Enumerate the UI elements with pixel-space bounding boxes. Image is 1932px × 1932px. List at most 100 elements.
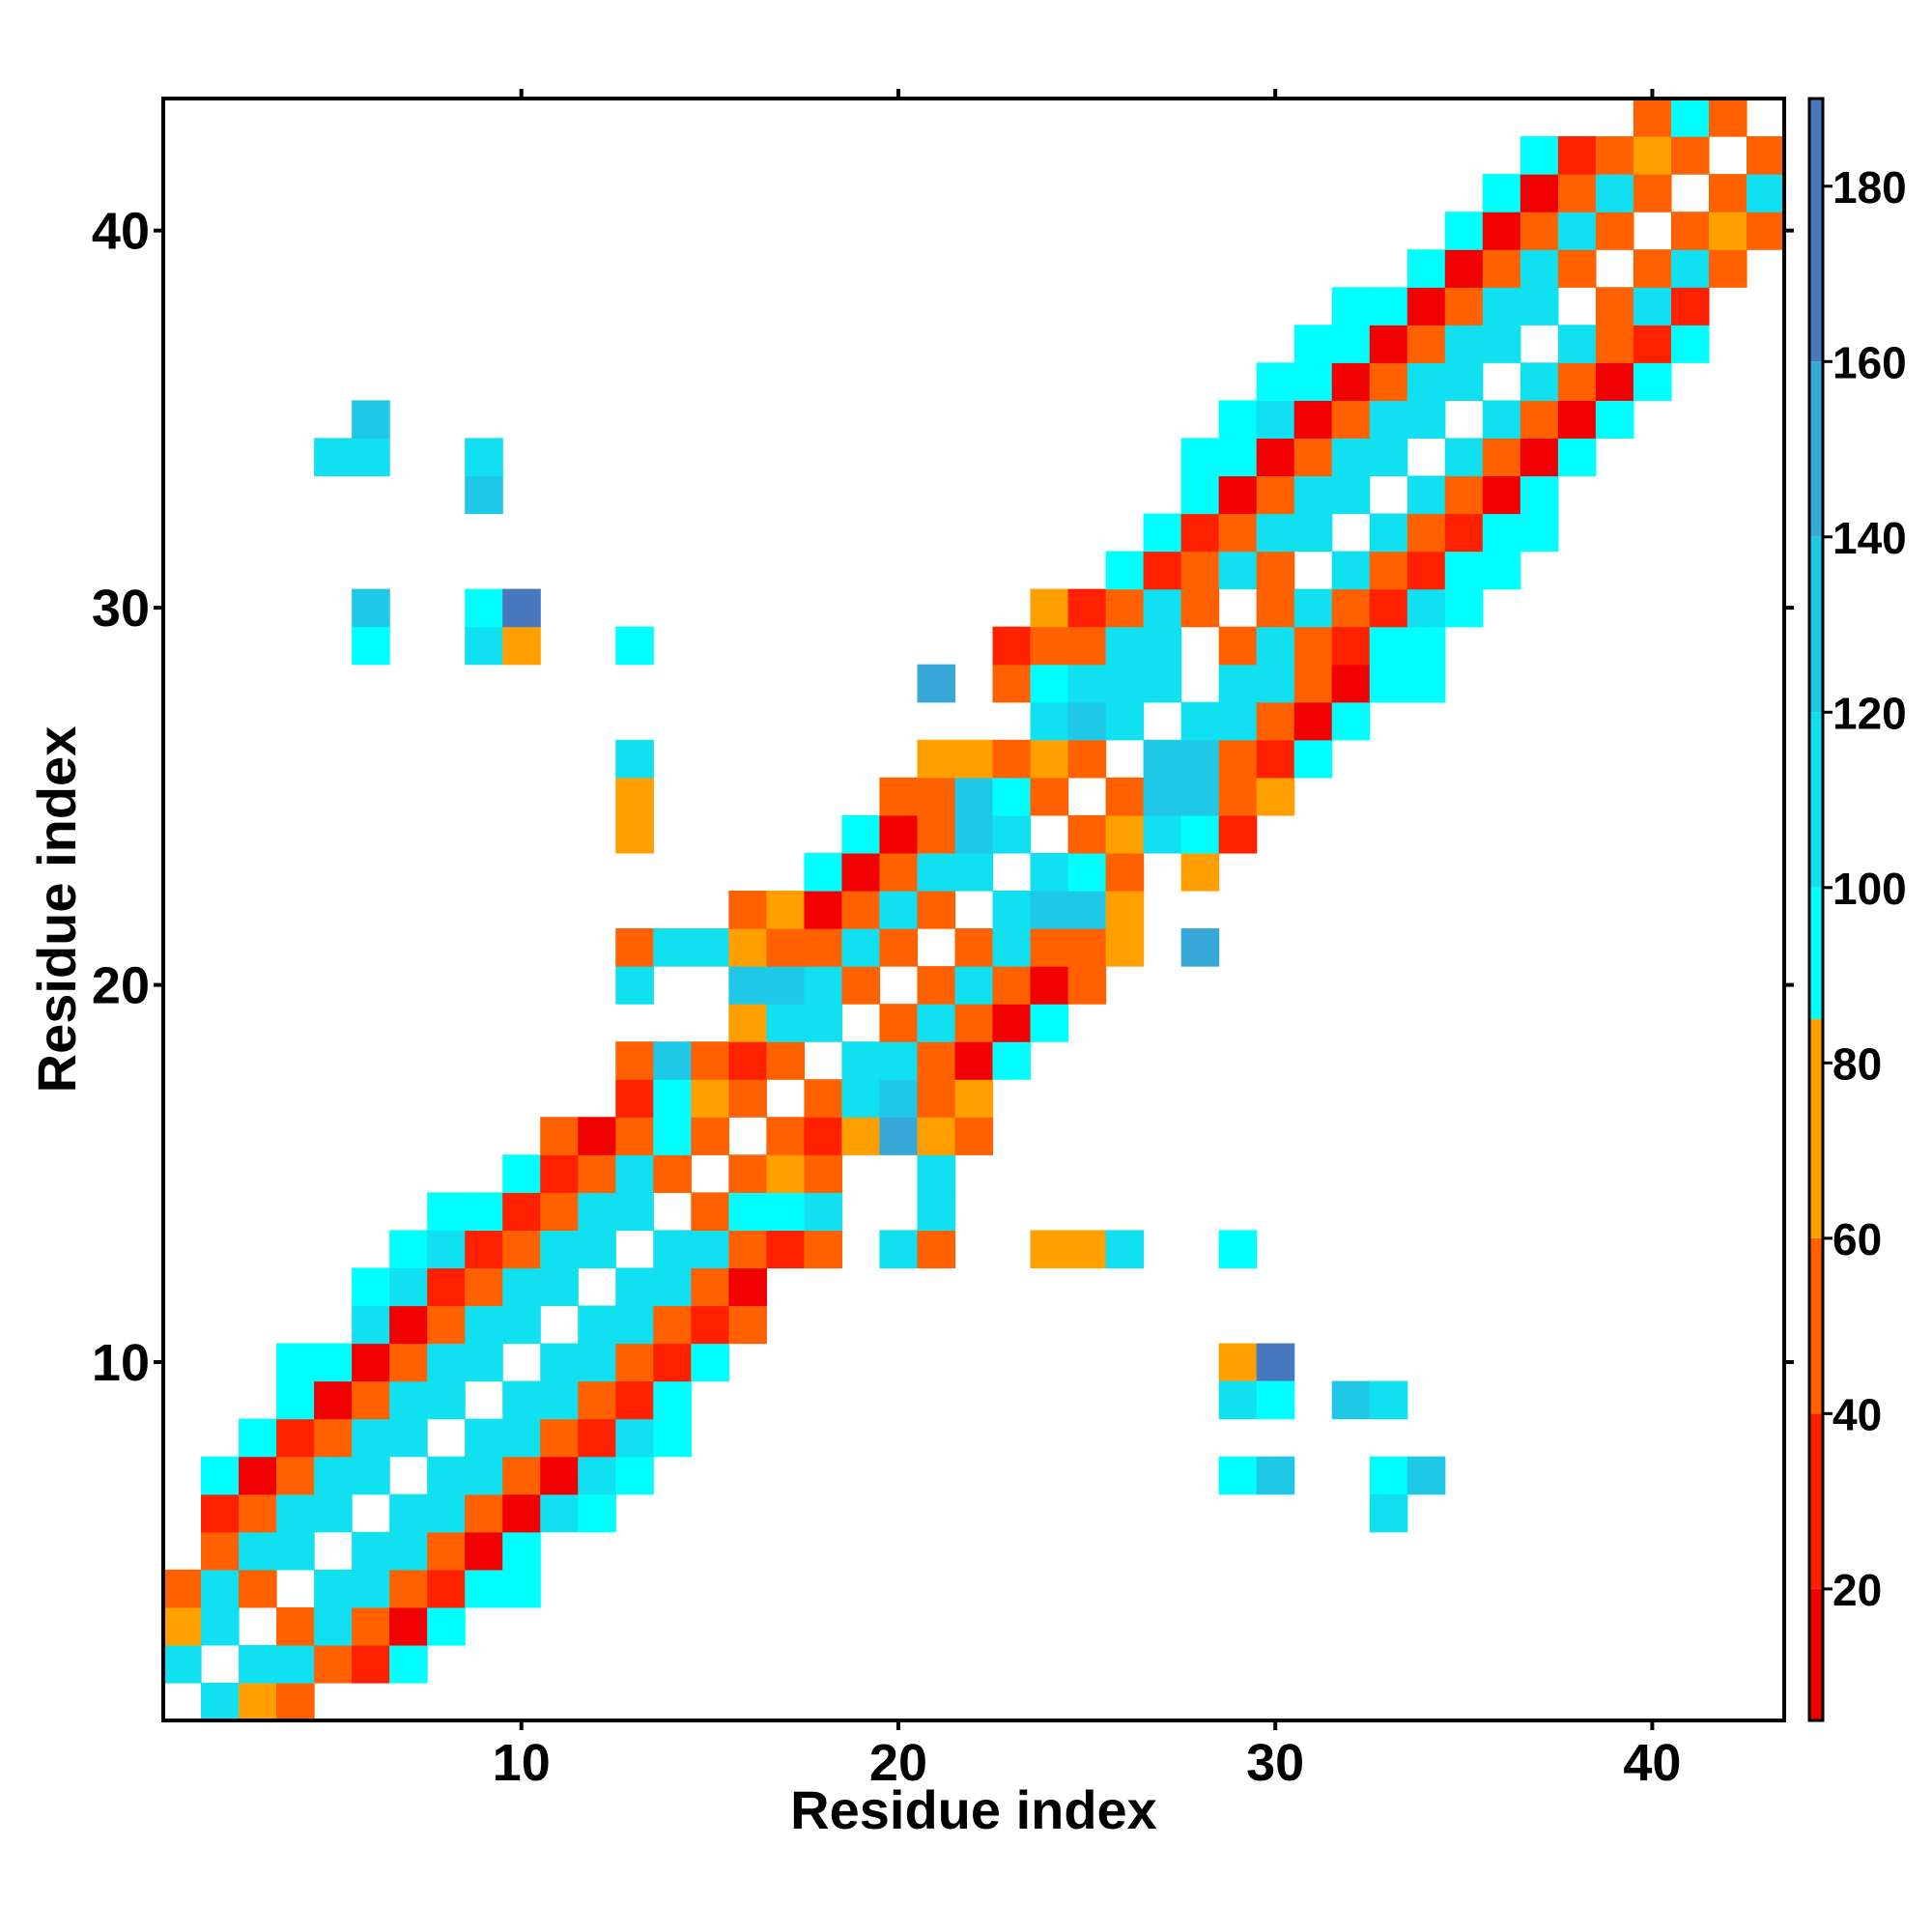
heatmap-cell — [427, 1531, 466, 1571]
heatmap-cell — [1520, 287, 1559, 326]
heatmap-cell — [502, 1531, 541, 1571]
heatmap-cell — [728, 1305, 767, 1345]
heatmap-cell — [1256, 1456, 1295, 1495]
heatmap-cell — [615, 1305, 654, 1345]
heatmap-cell — [1633, 325, 1672, 363]
x-tick-label: 20 — [869, 1734, 927, 1792]
heatmap-cell — [1406, 362, 1446, 401]
plot-frame — [161, 97, 1786, 1722]
heatmap-cell — [917, 1079, 956, 1118]
heatmap-cell — [1105, 814, 1145, 854]
heatmap-cell — [766, 928, 805, 967]
heatmap-cell — [1482, 513, 1521, 553]
heatmap-cell — [314, 1493, 353, 1533]
heatmap-cell — [653, 928, 692, 967]
heatmap-cell — [1067, 966, 1107, 1005]
heatmap-cell — [841, 928, 881, 967]
heatmap-cell — [540, 1380, 579, 1420]
heatmap-cell — [653, 1267, 692, 1307]
heatmap-cell — [1369, 1456, 1408, 1495]
heatmap-cell — [1520, 136, 1559, 175]
heatmap-cell — [276, 1644, 315, 1684]
heatmap-cell — [879, 1041, 919, 1080]
heatmap-cell — [1746, 136, 1785, 175]
heatmap-cell — [653, 1230, 692, 1269]
heatmap-cell — [1030, 777, 1069, 816]
heatmap-cell — [1067, 928, 1107, 967]
heatmap-cell — [578, 1117, 616, 1155]
colorbar-segment — [1809, 99, 1823, 362]
heatmap-cell — [502, 1305, 541, 1345]
heatmap-cell — [879, 1230, 919, 1269]
heatmap-cell — [540, 1343, 579, 1382]
heatmap-cell — [1218, 513, 1258, 553]
heatmap-cell — [465, 1230, 503, 1269]
heatmap-cell — [1369, 287, 1408, 326]
heatmap-cell — [954, 739, 994, 779]
heatmap-cell — [804, 1192, 843, 1231]
heatmap-cell — [1633, 287, 1672, 326]
heatmap-cell — [728, 1192, 767, 1231]
heatmap-cell — [653, 1418, 692, 1458]
heatmap-cell — [728, 1004, 767, 1042]
heatmap-cell — [1143, 513, 1182, 553]
heatmap-cell — [1520, 475, 1559, 515]
heatmap-cell — [276, 1418, 315, 1458]
heatmap-cell — [954, 928, 994, 967]
heatmap-cell — [1670, 212, 1710, 250]
heatmap-cell — [465, 626, 503, 666]
heatmap-cell — [1105, 777, 1145, 816]
heatmap-cell — [804, 1004, 843, 1042]
heatmap-cell — [917, 739, 956, 779]
heatmap-cell — [954, 1117, 994, 1155]
heatmap-cell — [1331, 325, 1371, 363]
heatmap-cell — [1482, 475, 1521, 515]
heatmap-cell — [615, 1380, 654, 1420]
heatmap-cell — [465, 1192, 503, 1231]
heatmap-cell — [1331, 626, 1371, 666]
heatmap-cell — [1369, 664, 1408, 703]
heatmap-cell — [1595, 212, 1634, 250]
heatmap-cell — [728, 1041, 767, 1080]
heatmap-cell — [879, 1079, 919, 1118]
heatmap-cell — [1218, 777, 1258, 816]
heatmap-cell — [389, 1380, 428, 1420]
heatmap-cell — [954, 852, 994, 892]
heatmap-cell — [992, 1004, 1032, 1042]
heatmap-cell — [502, 1230, 541, 1269]
heatmap-cell — [578, 1154, 616, 1193]
heatmap-cell — [1369, 362, 1408, 401]
heatmap-cell — [239, 1531, 277, 1571]
heatmap-cell — [615, 1343, 654, 1382]
heatmap-cell — [766, 966, 805, 1005]
heatmap-cell — [578, 1418, 616, 1458]
colorbar-segment — [1809, 1588, 1823, 1720]
heatmap-cell — [1482, 212, 1521, 250]
heatmap-cell — [1180, 777, 1220, 816]
heatmap-cell — [1105, 551, 1145, 590]
heatmap-cell — [917, 1154, 956, 1193]
heatmap-cell — [1520, 249, 1559, 288]
heatmap-cell — [1369, 513, 1408, 553]
heatmap-cell — [1293, 739, 1333, 779]
heatmap-cell — [352, 1343, 390, 1382]
heatmap-cell — [465, 588, 503, 628]
heatmap-cell — [992, 664, 1032, 703]
heatmap-cell — [1369, 400, 1408, 440]
heatmap-cell — [615, 966, 654, 1005]
colorbar-segment — [1809, 712, 1823, 888]
heatmap-cell — [992, 626, 1032, 666]
heatmap-cell — [1444, 513, 1484, 553]
heatmap-cell — [1595, 287, 1634, 326]
y-tick-label: 20 — [92, 957, 150, 1015]
heatmap-cell — [578, 1493, 616, 1533]
heatmap-cell — [917, 890, 956, 929]
heatmap-cell — [1256, 438, 1295, 477]
heatmap-cell — [427, 1192, 466, 1231]
heatmap-cell — [1444, 438, 1484, 477]
heatmap-cell — [1218, 814, 1258, 854]
heatmap-cell — [1256, 475, 1295, 515]
heatmap-cell — [728, 1079, 767, 1118]
colorbar-segment — [1809, 1413, 1823, 1589]
heatmap-cell — [352, 626, 390, 666]
